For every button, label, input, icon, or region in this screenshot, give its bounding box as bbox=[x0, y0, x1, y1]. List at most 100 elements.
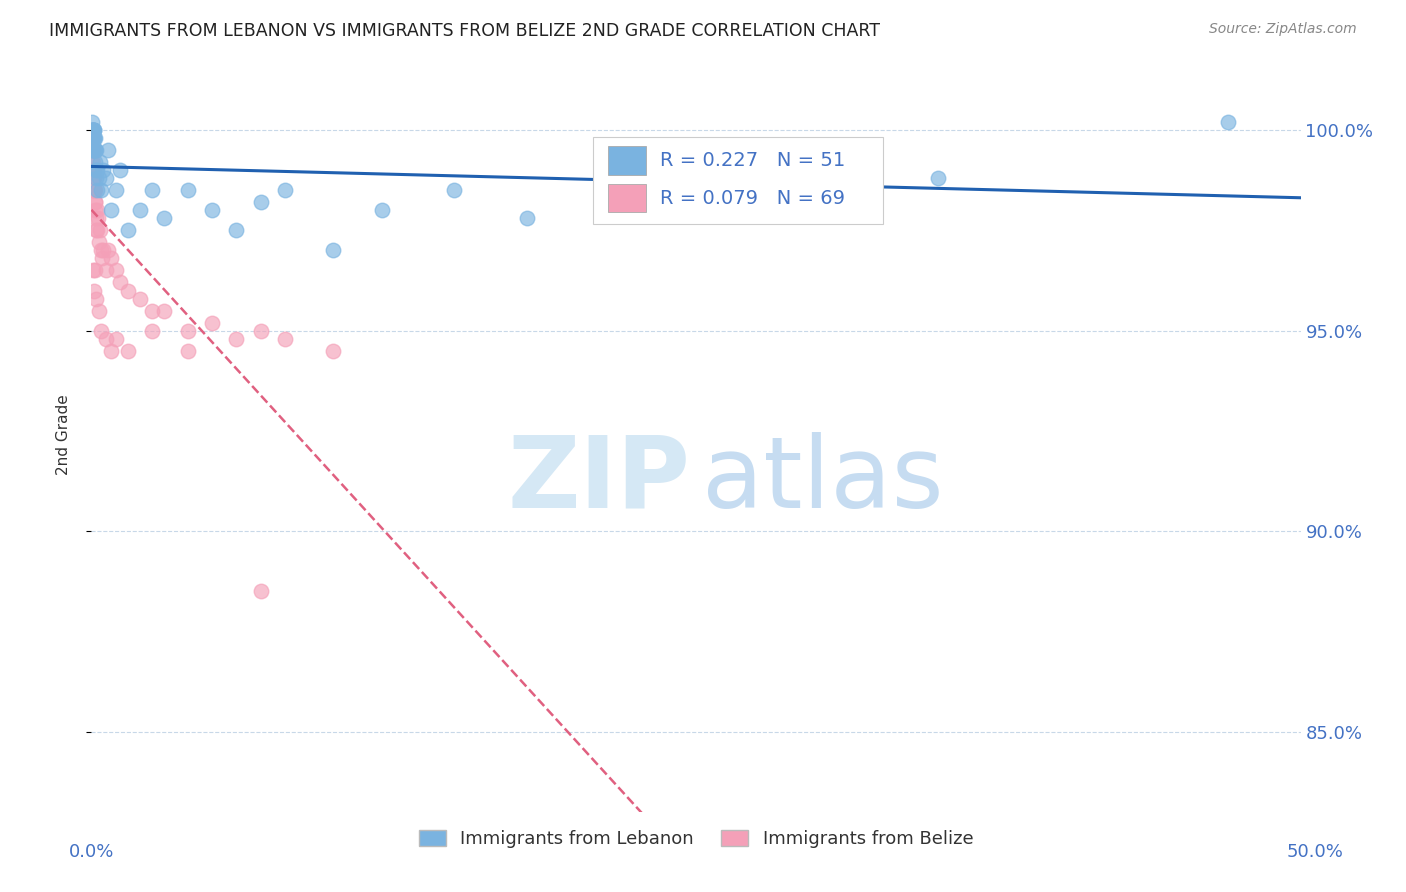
Point bbox=[82, 143, 104, 157]
Text: R = 0.079   N = 69: R = 0.079 N = 69 bbox=[659, 189, 845, 208]
Point bbox=[82, 131, 104, 145]
Point bbox=[110, 276, 132, 290]
Point bbox=[274, 183, 297, 197]
Point bbox=[82, 143, 104, 157]
Point bbox=[82, 131, 104, 145]
Point bbox=[86, 203, 108, 218]
Point bbox=[83, 163, 105, 178]
Text: Source: ZipAtlas.com: Source: ZipAtlas.com bbox=[1209, 22, 1357, 37]
Point bbox=[153, 303, 176, 318]
Point bbox=[87, 235, 110, 250]
Point bbox=[82, 163, 104, 178]
Point bbox=[83, 123, 105, 137]
Point bbox=[82, 123, 104, 137]
Point bbox=[84, 171, 107, 186]
Point bbox=[100, 252, 122, 266]
Point bbox=[91, 252, 114, 266]
Point bbox=[82, 131, 104, 145]
Point bbox=[83, 123, 105, 137]
Point bbox=[83, 143, 105, 157]
Point bbox=[82, 163, 104, 178]
Point bbox=[370, 203, 392, 218]
Point bbox=[110, 163, 132, 178]
Point bbox=[249, 324, 271, 338]
Point bbox=[86, 183, 108, 197]
Point bbox=[141, 183, 163, 197]
Point bbox=[82, 155, 104, 169]
Point bbox=[82, 143, 104, 157]
Point bbox=[201, 316, 224, 330]
Text: 50.0%: 50.0% bbox=[1286, 843, 1343, 861]
Point bbox=[104, 183, 127, 197]
Point bbox=[89, 223, 111, 237]
Point bbox=[141, 324, 163, 338]
Point bbox=[83, 183, 105, 197]
Point bbox=[84, 143, 107, 157]
Point bbox=[82, 131, 104, 145]
Point bbox=[80, 123, 103, 137]
Point bbox=[82, 131, 104, 145]
Point bbox=[83, 284, 105, 298]
FancyBboxPatch shape bbox=[607, 146, 647, 175]
Point bbox=[82, 143, 104, 157]
Point bbox=[87, 211, 110, 226]
Point bbox=[117, 284, 139, 298]
Point bbox=[177, 343, 200, 358]
Point bbox=[97, 143, 120, 157]
Point bbox=[1216, 115, 1239, 129]
Point bbox=[225, 332, 247, 346]
Point bbox=[89, 155, 111, 169]
Point bbox=[80, 131, 103, 145]
Point bbox=[94, 263, 117, 277]
Point bbox=[516, 211, 538, 226]
Point bbox=[83, 183, 105, 197]
Point bbox=[141, 303, 163, 318]
Point bbox=[84, 263, 107, 277]
Point bbox=[83, 183, 105, 197]
Point bbox=[82, 183, 104, 197]
Point bbox=[86, 223, 108, 237]
Point bbox=[443, 183, 465, 197]
Point bbox=[84, 211, 107, 226]
Point bbox=[83, 163, 105, 178]
Point bbox=[84, 155, 107, 169]
Point bbox=[86, 163, 108, 178]
Point bbox=[100, 203, 122, 218]
Point bbox=[117, 343, 139, 358]
Point bbox=[82, 143, 104, 157]
Point bbox=[201, 203, 224, 218]
Point bbox=[83, 163, 105, 178]
Point bbox=[83, 131, 105, 145]
Point bbox=[84, 195, 107, 210]
Point bbox=[82, 163, 104, 178]
Text: 0.0%: 0.0% bbox=[69, 843, 114, 861]
Text: atlas: atlas bbox=[702, 432, 943, 529]
Point bbox=[104, 263, 127, 277]
Point bbox=[93, 244, 115, 258]
Point bbox=[225, 223, 247, 237]
Point bbox=[82, 143, 104, 157]
Point bbox=[82, 143, 104, 157]
Point bbox=[83, 131, 105, 145]
Point bbox=[93, 163, 115, 178]
Point bbox=[84, 292, 107, 306]
Point bbox=[927, 171, 949, 186]
Point bbox=[84, 223, 107, 237]
Point bbox=[94, 332, 117, 346]
FancyBboxPatch shape bbox=[607, 184, 647, 212]
Y-axis label: 2nd Grade: 2nd Grade bbox=[56, 394, 70, 475]
Point bbox=[83, 143, 105, 157]
Point bbox=[83, 195, 105, 210]
Text: R = 0.227   N = 51: R = 0.227 N = 51 bbox=[659, 151, 845, 170]
Point bbox=[82, 123, 104, 137]
Point bbox=[274, 332, 297, 346]
Point bbox=[322, 343, 344, 358]
Point bbox=[84, 143, 107, 157]
Point bbox=[82, 155, 104, 169]
Point bbox=[94, 171, 117, 186]
Point bbox=[83, 183, 105, 197]
Legend: Immigrants from Lebanon, Immigrants from Belize: Immigrants from Lebanon, Immigrants from… bbox=[412, 822, 980, 855]
Point bbox=[97, 244, 120, 258]
Point bbox=[82, 123, 104, 137]
Point bbox=[84, 163, 107, 178]
